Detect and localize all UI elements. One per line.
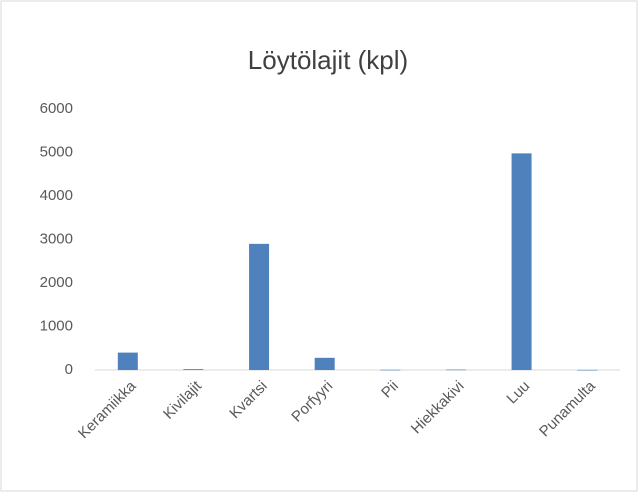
y-tick-label: 4000 [40, 187, 73, 204]
bar [511, 153, 532, 370]
bar [249, 243, 270, 370]
bar [314, 357, 335, 370]
y-tick-label: 0 [65, 361, 73, 378]
y-tick-label: 6000 [40, 100, 73, 117]
chart-title: Löytölajit (kpl) [248, 45, 408, 75]
y-tick-label: 2000 [40, 274, 73, 291]
y-tick-label: 3000 [40, 230, 73, 247]
y-tick-label: 1000 [40, 317, 73, 334]
bar [117, 352, 138, 370]
y-tick-label: 5000 [40, 143, 73, 160]
bar [445, 369, 466, 371]
bar [183, 369, 204, 370]
bar [577, 369, 598, 371]
bar [380, 369, 401, 371]
